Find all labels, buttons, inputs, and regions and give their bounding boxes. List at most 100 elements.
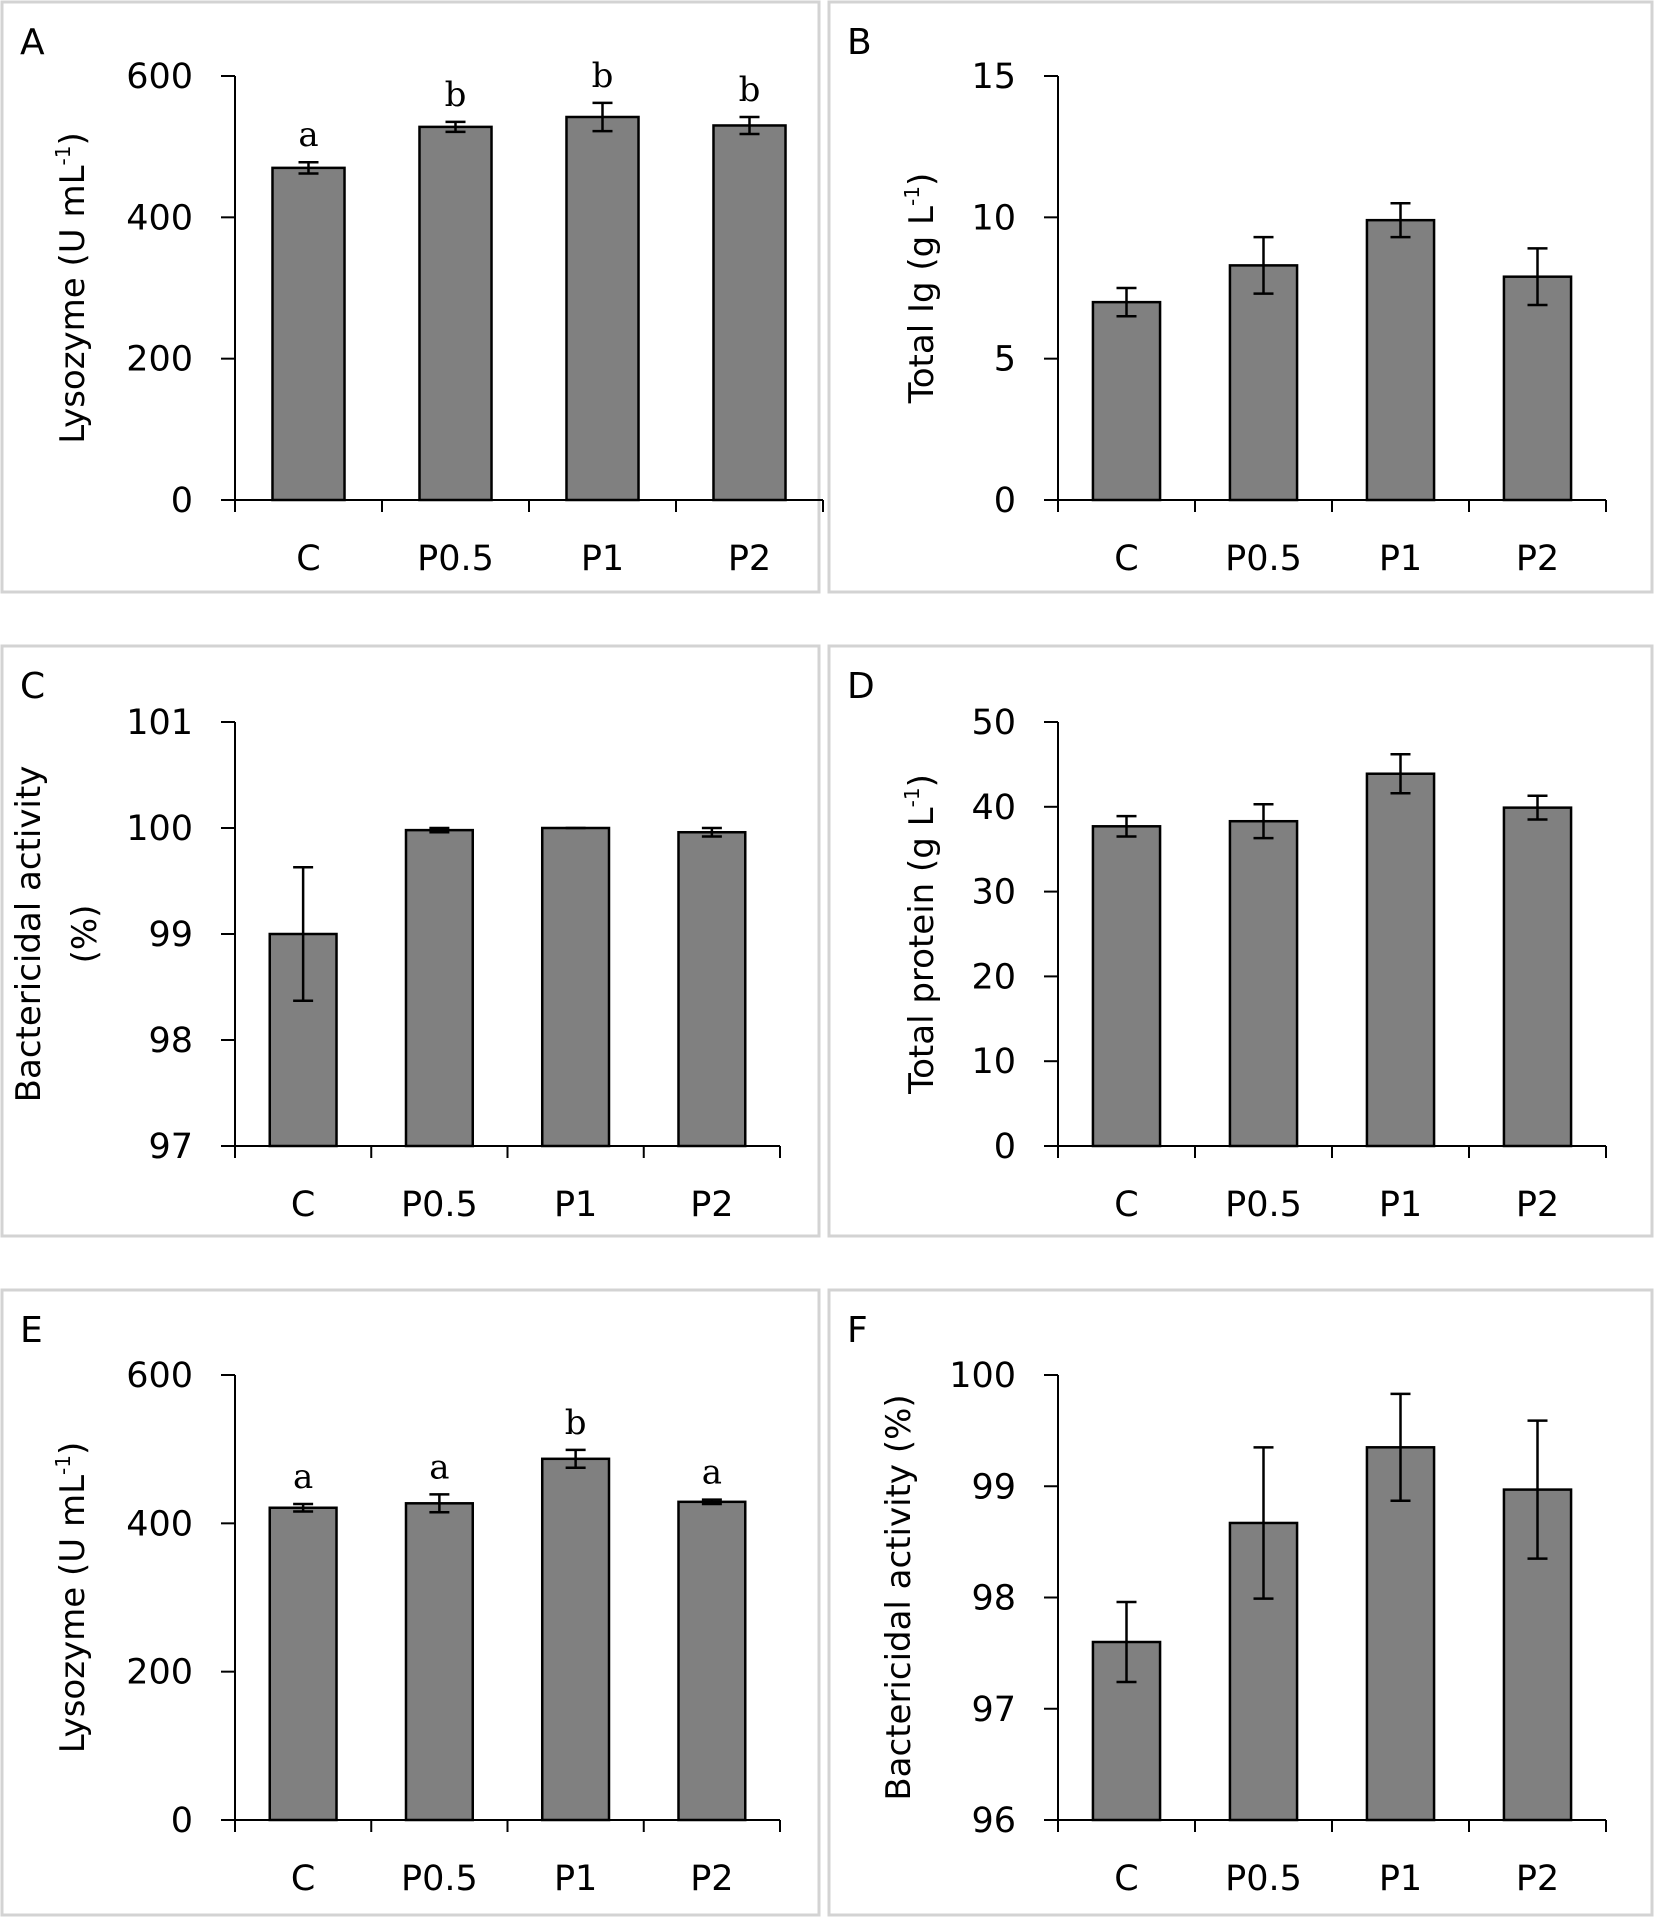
significance-label: b	[739, 70, 761, 110]
bar-p2	[677, 830, 747, 1148]
y-tick-label: 50	[971, 703, 1016, 743]
panel-e: E 0 200 400 600 a Ca P0.5 b P1 a P2 Lysozyme (U mL-1…	[0, 1288, 821, 1917]
x-tick-label: P0.5	[1225, 1185, 1302, 1225]
bar-p1	[1365, 218, 1436, 502]
y-tick-label: 10	[971, 1042, 1016, 1082]
x-tick-label: C	[291, 1185, 315, 1225]
bar-p05	[1228, 819, 1299, 1148]
x-tick-label: C	[1114, 539, 1138, 579]
y-tick-label: 98	[148, 1021, 193, 1061]
y-tick-label: 10	[971, 198, 1016, 238]
significance-label: a	[298, 115, 318, 155]
bar-p2	[677, 1500, 747, 1822]
y-tick-label: 600	[126, 1356, 193, 1396]
x-tick-label: P0.5	[1225, 539, 1302, 579]
bar-p1	[1365, 772, 1436, 1148]
y-tick-label: 99	[148, 915, 193, 955]
bar-p2	[1502, 806, 1573, 1148]
x-tick-label: P2	[690, 1185, 733, 1225]
y-tick-label: 200	[126, 1653, 193, 1693]
bar-p1	[1365, 1446, 1436, 1822]
significance-label: a	[702, 1453, 722, 1493]
bar-c	[1091, 300, 1162, 502]
x-tick-label: P1	[581, 539, 624, 579]
y-axis-label: Lysozyme (U mL-1)	[51, 132, 93, 444]
x-tick-label: P0.5	[1225, 1859, 1302, 1899]
significance-label: a	[429, 1447, 449, 1487]
x-tick-label: C	[1114, 1185, 1138, 1225]
panel-letter: A	[20, 22, 45, 63]
x-tick-label: C	[1114, 1859, 1138, 1899]
x-tick-label: P2	[1516, 1859, 1559, 1899]
y-tick-label: 0	[171, 1801, 193, 1841]
y-tick-label: 96	[971, 1801, 1016, 1841]
y-tick-label: 0	[994, 1127, 1016, 1167]
significance-label: a	[293, 1457, 313, 1497]
x-tick-label: P0.5	[401, 1185, 478, 1225]
panel-f: F 96 97 98 99 100 C P0.5 P1 P2 Bactericidal activi…	[827, 1288, 1654, 1917]
bar-p05	[404, 1502, 475, 1822]
x-tick-label: P2	[690, 1859, 733, 1899]
bar-p05	[404, 828, 475, 1148]
y-tick-label: 99	[971, 1467, 1016, 1507]
significance-label: b	[445, 75, 467, 115]
x-tick-label: P1	[554, 1185, 597, 1225]
x-tick-label: P1	[1379, 1185, 1422, 1225]
y-axis-label: Bactericidal activity	[9, 766, 49, 1103]
panel-c: C 97 98 99 100 101 C P0.5 P1 P2 Bactericidal activ…	[0, 644, 821, 1238]
x-tick-label: P2	[728, 539, 771, 579]
y-tick-label: 40	[971, 788, 1016, 828]
y-axis-label-line2: (%)	[65, 905, 105, 964]
x-tick-label: C	[296, 539, 320, 579]
y-axis-label: Bactericidal activity (%)	[879, 1394, 919, 1800]
y-axis-label: Total protein (g L-1)	[900, 774, 942, 1095]
panel-a: A 0 200 400 600 a Cb P0.5 b P1 b P2 Lysozyme (U mL-1…	[0, 0, 824, 594]
significance-label: b	[592, 56, 614, 96]
x-tick-label: P1	[554, 1859, 597, 1899]
panel-letter: E	[20, 1310, 43, 1351]
panel-frame	[0, 0, 821, 594]
x-tick-label: P1	[1379, 1859, 1422, 1899]
y-tick-label: 200	[126, 340, 193, 380]
bar-p1	[540, 1457, 611, 1822]
panel-letter: D	[847, 666, 875, 707]
bar-p2	[1502, 275, 1573, 502]
y-tick-label: 30	[971, 873, 1016, 913]
y-tick-label: 97	[971, 1690, 1016, 1730]
y-tick-label: 20	[971, 957, 1016, 997]
y-axis-label: Total Ig (g L-1)	[900, 173, 942, 404]
x-tick-label: P2	[1516, 539, 1559, 579]
panel-letter: B	[847, 22, 872, 63]
x-tick-label: P1	[1379, 539, 1422, 579]
y-tick-label: 100	[126, 809, 193, 849]
panel-b: B 0 5 10 15 C P0.5 P1 P2 Total Ig (g L-1)	[827, 0, 1654, 594]
y-tick-label: 100	[949, 1356, 1016, 1396]
bar-c	[1091, 825, 1162, 1148]
significance-label: b	[565, 1403, 587, 1443]
y-tick-label: 600	[126, 57, 193, 97]
y-tick-label: 15	[971, 57, 1016, 97]
bar-p05	[418, 125, 493, 502]
bar-p1	[565, 115, 640, 502]
y-axis-label: Lysozyme (U mL-1)	[51, 1442, 93, 1754]
bar-c	[271, 166, 346, 502]
x-tick-label: P0.5	[401, 1859, 478, 1899]
y-tick-label: 0	[994, 481, 1016, 521]
bar-p1	[540, 826, 611, 1148]
bar-c	[268, 1506, 338, 1822]
y-tick-label: 0	[171, 481, 193, 521]
panel-letter: F	[847, 1310, 868, 1351]
x-tick-label: P0.5	[417, 539, 494, 579]
bar-p05	[1228, 264, 1299, 502]
x-tick-label: C	[291, 1859, 315, 1899]
x-tick-label: P2	[1516, 1185, 1559, 1225]
y-tick-label: 101	[126, 703, 193, 743]
y-tick-label: 98	[971, 1579, 1016, 1619]
panel-d: D 0 10 20 30 40 50 C P0.5 P1 P2 Total protein (g L-…	[827, 644, 1654, 1238]
panel-letter: C	[20, 666, 45, 707]
y-tick-label: 5	[994, 340, 1016, 380]
y-tick-label: 97	[148, 1127, 193, 1167]
y-tick-label: 400	[126, 198, 193, 238]
y-tick-label: 400	[126, 1504, 193, 1544]
